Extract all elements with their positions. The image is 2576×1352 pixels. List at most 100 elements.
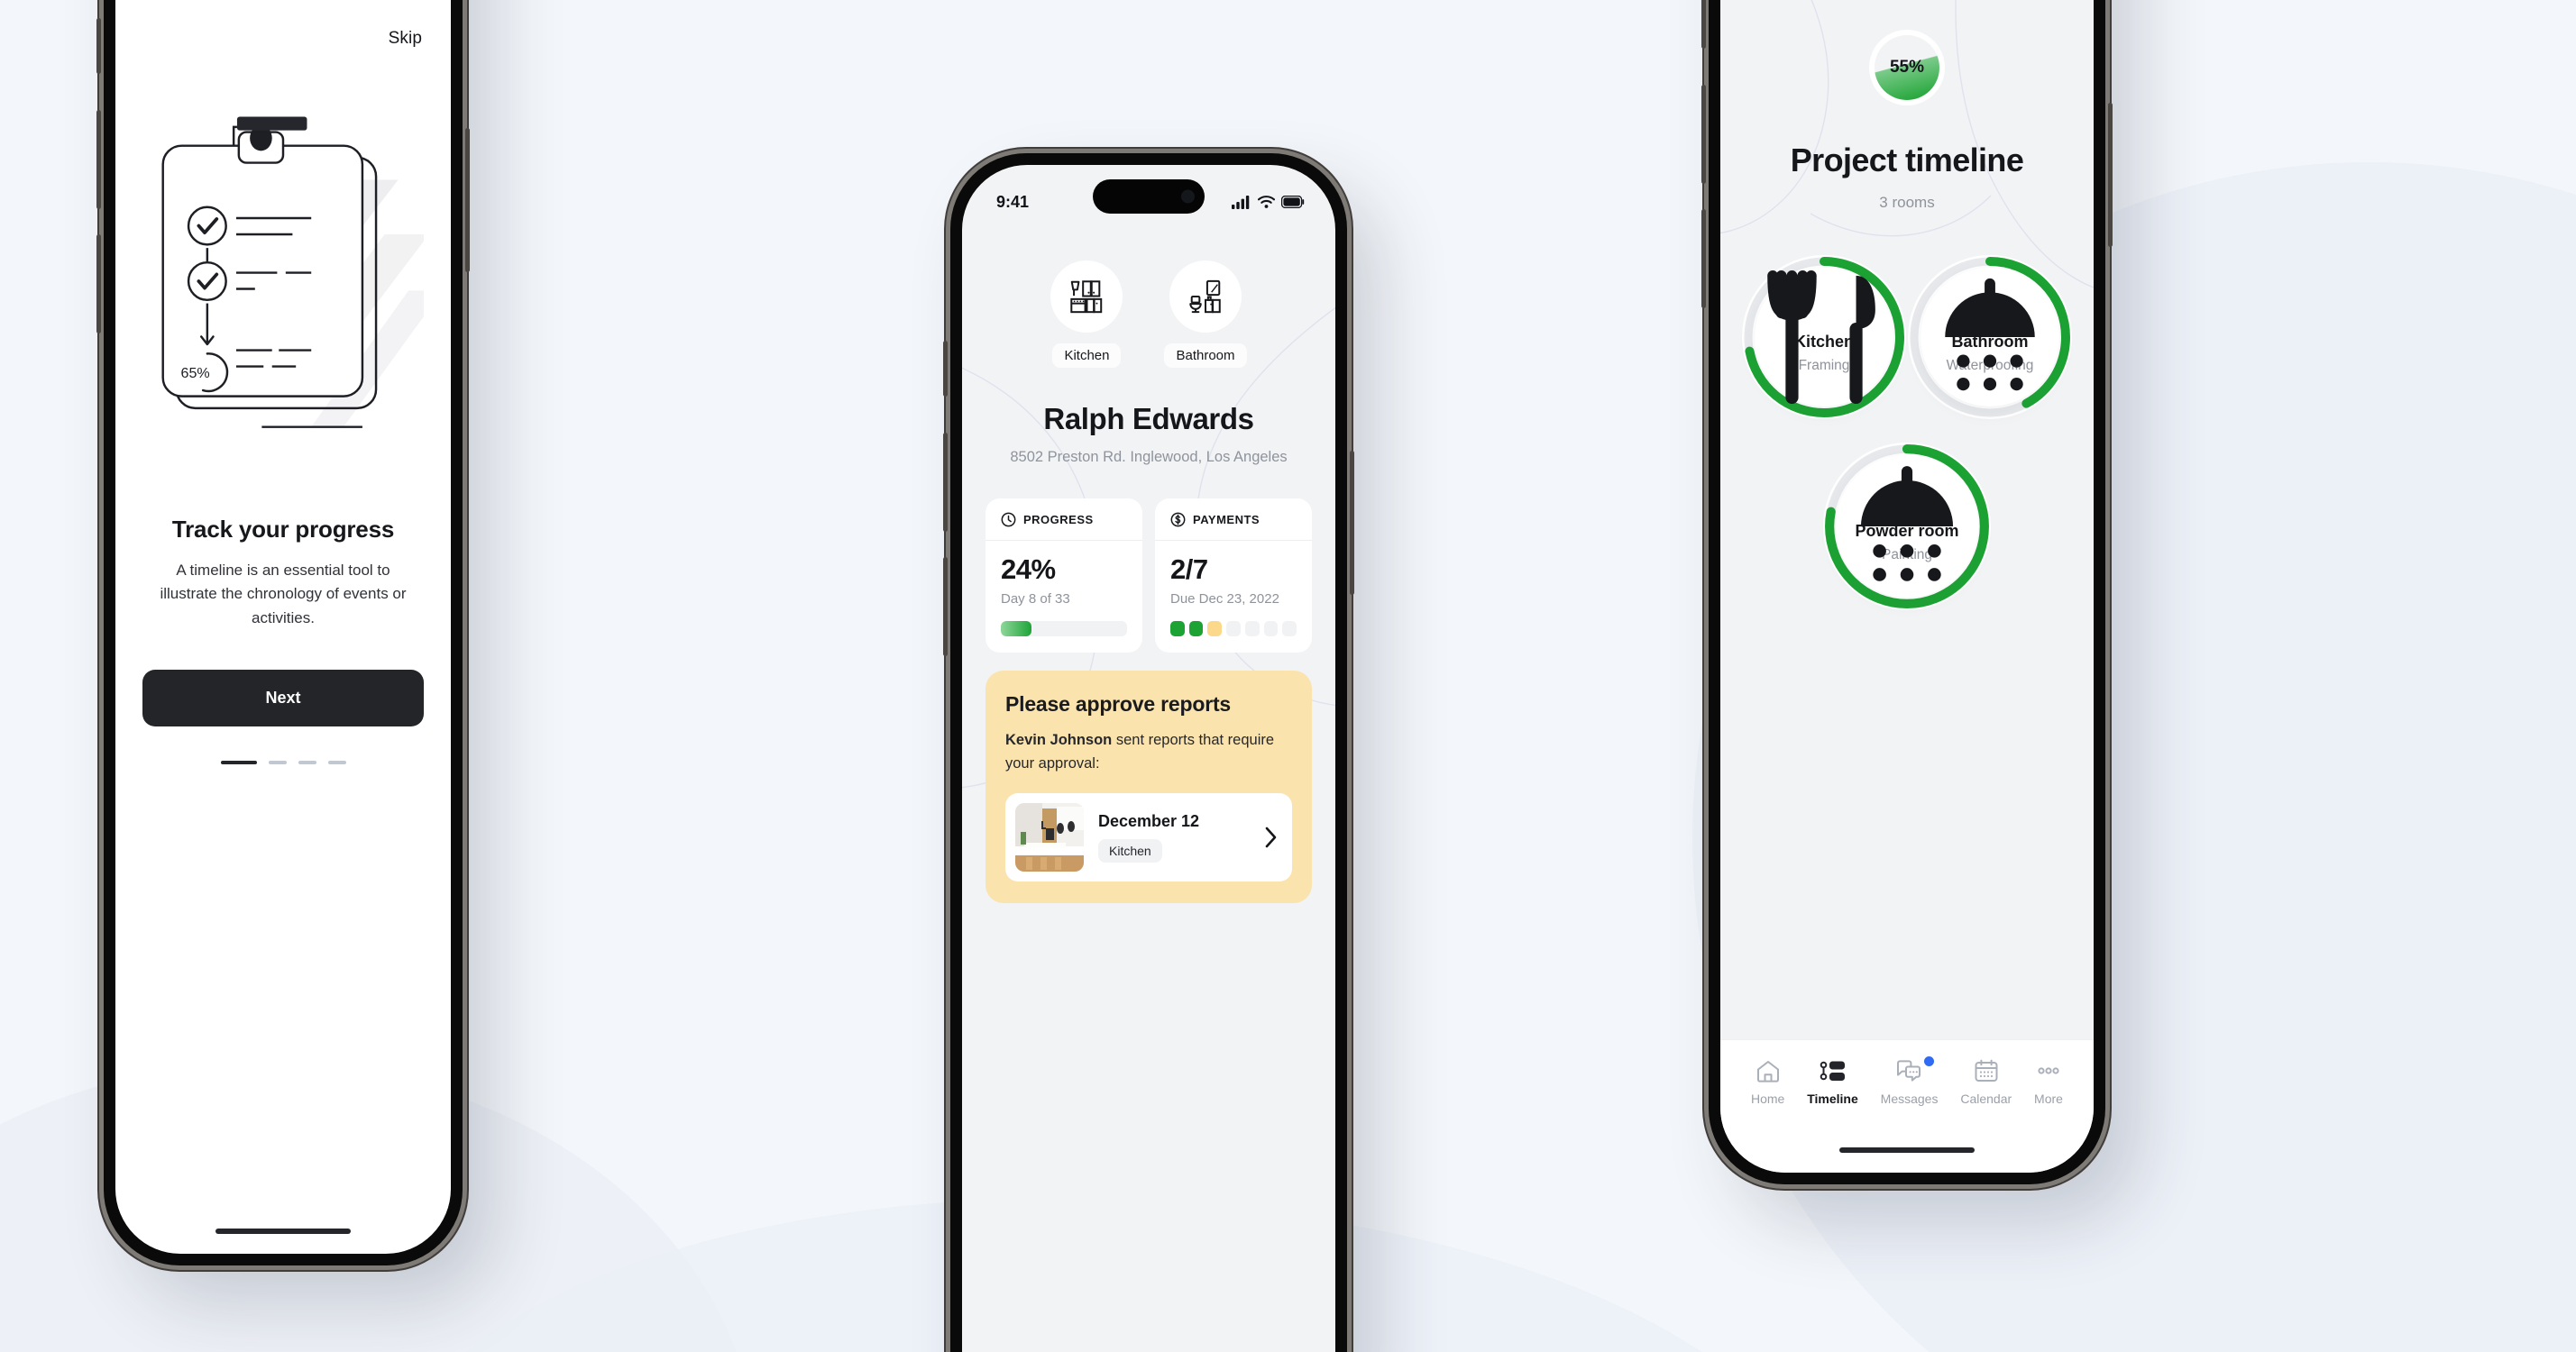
volume-down-button[interactable] [943,557,948,656]
page-indicator [142,761,424,765]
dynamic-island [1093,179,1205,214]
page-dot-1[interactable] [220,761,257,765]
page-dot-4[interactable] [327,761,346,765]
room-ring-kitchen[interactable]: Kitchen Framing [1742,255,1906,419]
payment-slot-6 [1263,621,1279,636]
more-icon [2035,1058,2062,1083]
progress-card[interactable]: PROGRESS 24% Day 8 of 33 [985,498,1142,653]
volume-down-button[interactable] [1701,209,1706,308]
approve-reports-card: Please approve reports Kevin Johnson sen… [985,671,1312,904]
kitchen-cabinets-icon [1070,280,1103,314]
overall-progress-fill [1875,35,1939,100]
messages-unread-badge [1924,1056,1935,1066]
home-indicator[interactable] [1839,1147,1975,1153]
status-time: 9:41 [996,192,1030,211]
progress-bar-track [1001,621,1127,636]
bathroom-circle [1169,260,1242,333]
timeline-icon [1820,1058,1847,1083]
kitchen-photo-thumbnail [1015,803,1084,872]
chevron-right-icon[interactable] [1265,827,1278,848]
progress-sub: Day 8 of 33 [1001,591,1070,607]
room-ring-powder-room[interactable]: Powder room Painting [1823,443,1991,610]
wifi-icon [1258,196,1275,208]
approve-body-rest: sent reports that require your approval: [1005,732,1275,772]
power-button[interactable] [2108,103,2113,247]
payments-sub: Due Dec 23, 2022 [1170,591,1279,607]
phone-project-overview: 9:41 [943,153,1354,1352]
tab-messages-label: Messages [1880,1092,1939,1106]
phone-project-timeline: 55% Project timeline 3 rooms [1701,0,2113,1184]
payment-slot-1 [1170,621,1185,636]
overall-progress-label: 55% [1889,58,1925,77]
room-shortcut-kitchen-label: Kitchen [1052,343,1122,368]
messages-icon [1896,1058,1923,1083]
room-stage: Framing [1798,358,1850,373]
tab-home[interactable]: Home [1751,1058,1784,1106]
approve-sender-name: Kevin Johnson [1005,732,1113,748]
room-shortcut-bathroom[interactable]: Bathroom [1164,260,1247,368]
room-shortcut-bathroom-label: Bathroom [1164,343,1247,368]
progress-bar-fill [1001,621,1031,636]
kitchen-progress-arc [1742,255,1906,419]
payment-slot-4 [1226,621,1241,636]
progress-card-header: PROGRESS [985,498,1142,541]
page-title: Project timeline [1790,142,2024,178]
phone1-screen: Skip [115,0,451,1254]
room-shortcuts: Kitchen [962,260,1335,368]
kitchen-circle [1050,260,1123,333]
power-button[interactable] [1350,451,1354,595]
signal-icon [1232,195,1250,209]
payments-value: 2/7 [1170,553,1208,585]
payments-card-title: PAYMENTS [1193,513,1260,526]
page-subtitle: 3 rooms [1879,194,1935,211]
payment-slot-5 [1244,621,1260,636]
onboarding-subtitle: A timeline is an essential tool to illus… [160,562,407,626]
report-thumbnail [1015,803,1084,872]
home-icon [1756,1058,1781,1083]
phone-onboarding: Skip [96,0,470,1265]
approve-reports-body: Kevin Johnson sent reports that require … [1005,729,1292,775]
tab-more[interactable]: More [2034,1058,2063,1106]
next-button[interactable]: Next [142,670,424,727]
home-indicator[interactable] [215,1229,351,1234]
payment-slots [1170,621,1297,636]
bathroom-fixtures-icon [1189,279,1221,314]
clock-icon [1001,512,1016,527]
onboarding-illustration: 65% [142,83,424,480]
phone3-screen: 55% Project timeline 3 rooms [1720,0,2094,1173]
front-camera-icon [1181,189,1195,204]
bottom-tab-bar: Home [1720,1039,2094,1173]
skip-button[interactable]: Skip [388,29,422,48]
payment-slot-3 [1207,621,1223,636]
payments-card-header: PAYMENTS [1155,498,1312,541]
status-bar: 9:41 [962,165,1335,223]
clipboard-checklist-illustration: 65% [161,116,424,428]
payments-card[interactable]: PAYMENTS 2/7 Due Dec 23, 2022 [1155,498,1312,653]
tab-home-label: Home [1751,1092,1785,1106]
tab-calendar[interactable]: Calendar [1960,1058,2012,1106]
room-shortcut-kitchen[interactable]: Kitchen [1050,260,1123,368]
tab-more-label: More [2034,1092,2063,1106]
progress-value: 24% [1001,553,1056,585]
room-ring-bathroom[interactable]: Bathroom Waterproofing [1908,255,2072,419]
volume-down-button[interactable] [96,234,101,333]
illustration-percent-label: 65% [181,365,210,381]
phone2-screen: 9:41 [962,165,1335,1352]
bathroom-progress-arc [1908,255,2072,419]
page-dot-3[interactable] [298,761,316,765]
tab-timeline[interactable]: Timeline [1807,1058,1858,1106]
report-date: December 12 [1098,812,1200,831]
page-dot-2[interactable] [268,761,287,765]
powder-room-progress-arc [1823,443,1991,610]
approve-reports-title: Please approve reports [1005,692,1231,716]
power-button[interactable] [465,128,470,272]
client-address: 8502 Preston Rd. Inglewood, Los Angeles [1010,449,1288,465]
onboarding-title: Track your progress [171,516,395,543]
tab-calendar-label: Calendar [1960,1092,2012,1106]
tab-messages[interactable]: Messages [1880,1056,1939,1106]
dollar-circle-icon [1170,512,1186,527]
calendar-icon [1974,1058,1999,1083]
client-name: Ralph Edwards [1043,402,1254,435]
report-list-item[interactable]: December 12 Kitchen [1005,793,1292,882]
